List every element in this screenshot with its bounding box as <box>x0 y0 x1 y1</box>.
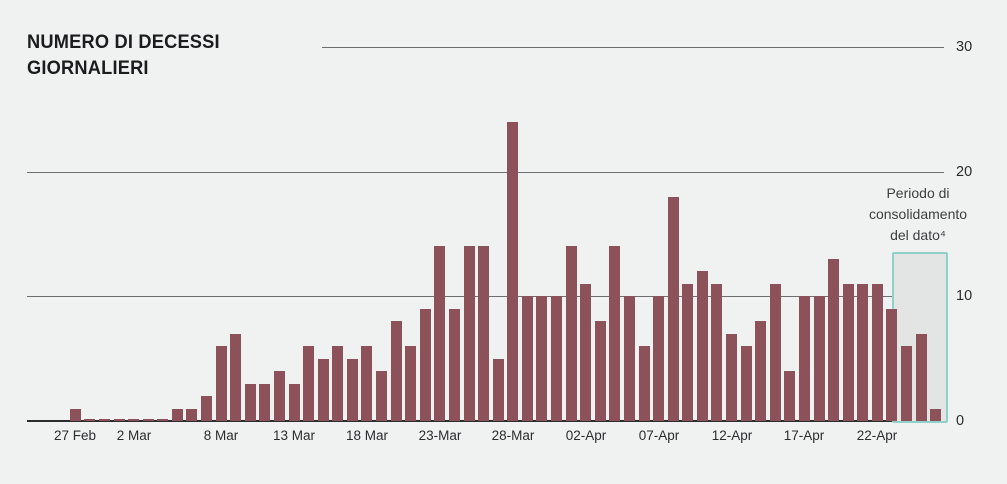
bar-5-mar <box>172 409 183 421</box>
bar-29-mar <box>522 296 533 421</box>
bar-2-mar <box>128 419 139 421</box>
x-tick-label-2-mar: 2 Mar <box>116 428 152 443</box>
bar-21-mar <box>405 346 416 421</box>
bar-23-apr <box>886 309 897 421</box>
bar-24-mar <box>449 309 460 421</box>
bar-1-mar <box>114 419 125 421</box>
x-tick-label-22-apr: 22-Apr <box>856 428 898 443</box>
bar-19-mar <box>376 371 387 421</box>
annotation-line1: Periodo di <box>886 185 950 201</box>
bar-17-apr <box>799 296 810 421</box>
bar-18-apr <box>814 296 825 421</box>
bar-5-apr <box>624 296 635 421</box>
bar-14-apr <box>755 321 766 421</box>
bar-25-mar <box>464 246 475 421</box>
bar-6-mar <box>186 409 197 421</box>
chart-title-line1: NUMERO DI DECESSI <box>27 32 220 53</box>
bar-10-mar <box>245 384 256 421</box>
bar-9-apr <box>682 284 693 421</box>
x-tick-label-17-apr: 17-Apr <box>783 428 825 443</box>
bar-11-apr <box>711 284 722 421</box>
x-tick-label-12-apr: 12-Apr <box>711 428 753 443</box>
bar-3-apr <box>595 321 606 421</box>
consolidation-annotation: Periodo di consolidamento del dato⁴ <box>838 183 998 246</box>
bar-13-apr <box>741 346 752 421</box>
bar-8-mar <box>216 346 227 421</box>
bar-7-mar <box>201 396 212 421</box>
bar-16-mar <box>332 346 343 421</box>
bar-10-apr <box>697 271 708 421</box>
bar-25-apr <box>916 334 927 421</box>
bar-19-apr <box>828 259 839 421</box>
y-tick-label-10: 10 <box>956 288 973 304</box>
bar-29-feb <box>99 419 110 421</box>
bar-26-apr <box>930 409 941 421</box>
x-tick-label-23-mar: 23-Mar <box>418 428 462 443</box>
chart-title: NUMERO DI DECESSI GIORNALIERI <box>27 30 220 82</box>
x-tick-label-07-apr: 07-Apr <box>638 428 680 443</box>
bar-20-apr <box>843 284 854 421</box>
bar-13-mar <box>289 384 300 421</box>
bar-15-apr <box>770 284 781 421</box>
bar-23-mar <box>434 246 445 421</box>
bar-30-mar <box>536 296 547 421</box>
x-tick-label-18-mar: 18 Mar <box>345 428 389 443</box>
bar-16-apr <box>784 371 795 421</box>
bar-6-apr <box>639 346 650 421</box>
gridline-20 <box>27 172 944 173</box>
annotation-line2: consolidamento <box>868 206 968 222</box>
chart-title-line2: GIORNALIERI <box>27 58 149 79</box>
bar-24-apr <box>901 346 912 421</box>
y-tick-label-20: 20 <box>956 164 973 180</box>
y-tick-label-0: 0 <box>956 413 965 429</box>
gridline-30 <box>322 47 944 48</box>
bar-8-apr <box>668 197 679 421</box>
bar-28-feb <box>84 419 95 421</box>
bar-4-apr <box>609 246 620 421</box>
x-tick-label-13-mar: 13 Mar <box>272 428 316 443</box>
bar-31-mar <box>551 296 562 421</box>
bar-3-mar <box>143 419 154 421</box>
bar-9-mar <box>230 334 241 421</box>
x-tick-label-02-apr: 02-Apr <box>565 428 607 443</box>
bar-15-mar <box>318 359 329 421</box>
bar-14-mar <box>303 346 314 421</box>
bar-21-apr <box>857 284 868 421</box>
x-axis-line <box>27 420 944 422</box>
bar-2-apr <box>580 284 591 421</box>
bar-7-apr <box>653 296 664 421</box>
bar-20-mar <box>391 321 402 421</box>
bar-17-mar <box>347 359 358 421</box>
bar-28-mar <box>507 122 518 421</box>
bar-27-mar <box>493 359 504 421</box>
bar-1-apr <box>566 246 577 421</box>
bar-18-mar <box>361 346 372 421</box>
annotation-line3: del dato⁴ <box>890 227 946 243</box>
y-tick-label-30: 30 <box>956 39 973 55</box>
x-tick-label-28-mar: 28-Mar <box>491 428 535 443</box>
bar-12-mar <box>274 371 285 421</box>
bar-26-mar <box>478 246 489 421</box>
x-tick-label-27-feb: 27 Feb <box>53 428 97 443</box>
bar-12-apr <box>726 334 737 421</box>
bar-27-feb <box>70 409 81 421</box>
bar-11-mar <box>259 384 270 421</box>
bar-4-mar <box>157 419 168 421</box>
x-tick-label-8-mar: 8 Mar <box>203 428 239 443</box>
bar-22-apr <box>872 284 883 421</box>
bar-22-mar <box>420 309 431 421</box>
